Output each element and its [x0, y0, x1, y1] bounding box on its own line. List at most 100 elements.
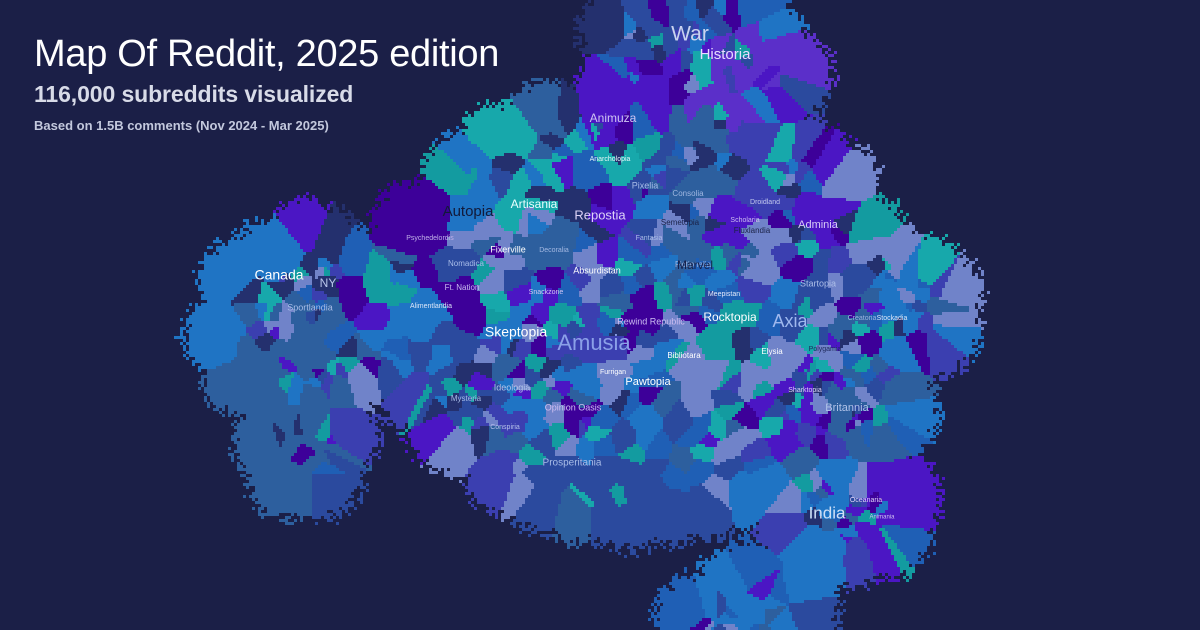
map-cell[interactable]	[897, 282, 906, 285]
map-cell[interactable]	[198, 273, 261, 276]
map-cell[interactable]	[591, 210, 615, 213]
map-cell[interactable]	[285, 225, 321, 228]
map-cell[interactable]	[663, 315, 678, 318]
map-cell[interactable]	[255, 348, 261, 351]
map-cell[interactable]	[513, 378, 525, 381]
map-cell[interactable]	[588, 213, 615, 216]
map-cell[interactable]	[549, 144, 561, 147]
map-cell[interactable]	[510, 171, 516, 174]
map-cell[interactable]	[597, 261, 615, 264]
map-cell[interactable]	[894, 336, 906, 339]
map-cell[interactable]	[315, 354, 336, 357]
map-cell[interactable]	[447, 264, 459, 267]
map-cell[interactable]	[540, 321, 546, 324]
map-cell[interactable]	[546, 381, 555, 384]
map-cell[interactable]	[507, 366, 516, 369]
map-cell[interactable]	[279, 327, 294, 330]
map-cell[interactable]	[291, 339, 300, 342]
map-cell[interactable]	[363, 309, 390, 312]
map-cell[interactable]	[285, 345, 288, 348]
map-cell[interactable]	[807, 375, 810, 378]
map-cell[interactable]	[327, 267, 330, 270]
map-cell[interactable]	[663, 42, 678, 45]
map-cell[interactable]	[393, 183, 399, 186]
map-cell[interactable]	[219, 321, 243, 324]
map-cell[interactable]	[342, 309, 363, 312]
map-cell[interactable]	[342, 252, 369, 255]
map-cell[interactable]	[912, 252, 918, 255]
map-cell[interactable]	[663, 237, 687, 240]
map-cell[interactable]	[528, 405, 546, 408]
map-cell[interactable]	[687, 114, 696, 117]
map-cell[interactable]	[534, 258, 549, 261]
map-cell[interactable]	[561, 93, 579, 96]
map-cell[interactable]	[684, 153, 696, 156]
map-cell[interactable]	[297, 372, 315, 375]
map-cell[interactable]	[762, 273, 780, 276]
map-cell[interactable]	[732, 270, 738, 273]
map-cell[interactable]	[684, 30, 693, 33]
map-cell[interactable]	[294, 330, 309, 333]
map-cell[interactable]	[192, 324, 222, 327]
map-cell[interactable]	[699, 87, 702, 90]
map-cell[interactable]	[807, 372, 813, 375]
map-cell[interactable]	[204, 255, 249, 258]
map-cell[interactable]	[234, 309, 258, 312]
map-cell[interactable]	[702, 45, 711, 48]
map-cell[interactable]	[894, 279, 897, 282]
map-cell[interactable]	[573, 156, 594, 159]
map-cell[interactable]	[582, 327, 600, 330]
map-cell[interactable]	[666, 171, 690, 174]
map-cell[interactable]	[702, 33, 717, 36]
map-cell[interactable]	[888, 321, 894, 324]
map-cell[interactable]	[975, 258, 978, 261]
map-cell[interactable]	[249, 282, 261, 285]
map-cell[interactable]	[705, 282, 732, 285]
map-cell[interactable]	[771, 150, 792, 153]
map-cell[interactable]	[540, 285, 546, 288]
map-cell[interactable]	[723, 378, 729, 381]
map-cell[interactable]	[591, 279, 594, 282]
map-cell[interactable]	[654, 51, 666, 54]
map-cell[interactable]	[711, 45, 717, 48]
map-cell[interactable]	[747, 30, 759, 33]
map-cell[interactable]	[684, 102, 702, 105]
map-cell[interactable]	[342, 240, 345, 243]
map-cell[interactable]	[345, 291, 366, 294]
map-cell[interactable]	[915, 288, 930, 291]
map-cell[interactable]	[558, 153, 573, 156]
map-cell[interactable]	[333, 249, 342, 252]
map-cell[interactable]	[471, 246, 492, 249]
map-cell[interactable]	[774, 189, 777, 192]
map-cell[interactable]	[807, 213, 810, 216]
map-cell[interactable]	[711, 66, 726, 69]
map-cell[interactable]	[663, 231, 678, 234]
map-cell[interactable]	[585, 123, 591, 126]
map-cell[interactable]	[267, 309, 273, 312]
map-cell[interactable]	[795, 393, 801, 396]
map-cell[interactable]	[654, 177, 666, 180]
map-cell[interactable]	[771, 357, 783, 360]
map-cell[interactable]	[642, 165, 651, 168]
map-cell[interactable]	[702, 120, 714, 123]
map-cell[interactable]	[768, 348, 786, 351]
map-cell[interactable]	[825, 273, 828, 276]
map-cell[interactable]	[288, 228, 321, 231]
map-cell[interactable]	[234, 297, 258, 300]
map-cell[interactable]	[903, 318, 906, 321]
map-cell[interactable]	[564, 240, 576, 243]
map-cell[interactable]	[882, 390, 936, 393]
map-cell[interactable]	[624, 18, 633, 21]
map-cell[interactable]	[624, 336, 627, 339]
map-cell[interactable]	[258, 267, 273, 270]
map-cell[interactable]	[579, 186, 594, 189]
map-cell[interactable]	[354, 402, 369, 405]
map-cell[interactable]	[825, 204, 861, 207]
map-cell[interactable]	[783, 87, 825, 90]
map-cell[interactable]	[666, 117, 669, 120]
map-cell[interactable]	[627, 240, 645, 243]
map-cell[interactable]	[837, 123, 840, 126]
map-cell[interactable]	[552, 156, 567, 159]
map-cell[interactable]	[657, 300, 672, 303]
map-cell[interactable]	[885, 303, 897, 306]
